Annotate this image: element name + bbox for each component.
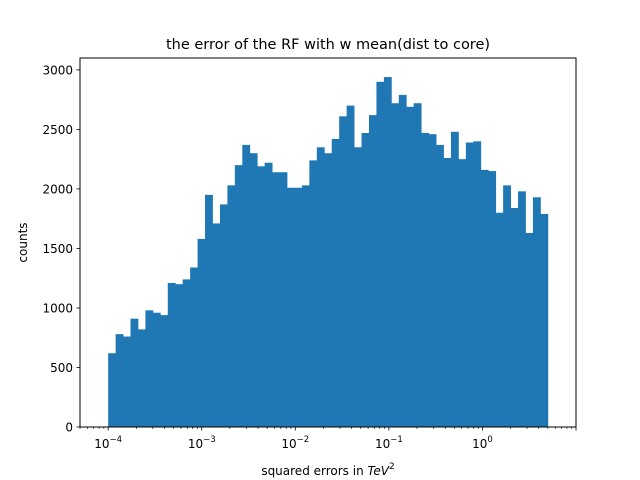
histogram-bar	[115, 334, 124, 427]
histogram-bar	[376, 81, 385, 427]
y-axis-label: counts	[16, 222, 30, 262]
histogram-bar	[152, 312, 161, 427]
histogram-bar	[130, 318, 139, 427]
histogram-bar	[167, 282, 176, 427]
histogram-bar	[339, 116, 348, 427]
plot-frame	[79, 57, 577, 428]
histogram-bar	[383, 77, 392, 428]
histogram-bar	[257, 166, 266, 427]
histogram-bar	[324, 153, 333, 428]
histogram-bar	[458, 159, 467, 427]
histogram-bar	[473, 141, 482, 427]
bars-group	[108, 77, 549, 428]
histogram-bar	[443, 157, 452, 428]
histogram-bar	[272, 172, 280, 427]
x-tick-label: 100	[472, 435, 493, 451]
x-axis-label-exponent: 2	[389, 462, 395, 472]
histogram-bar	[108, 353, 117, 427]
histogram-bar	[212, 223, 221, 427]
histogram-bar	[503, 185, 511, 427]
histogram-bar	[249, 153, 258, 428]
histogram-bar	[331, 138, 340, 427]
x-tick-label: 10−4	[94, 435, 122, 451]
histogram-bar	[294, 187, 303, 427]
histogram-bar	[398, 94, 407, 428]
histogram-bar	[234, 165, 243, 427]
histogram-bar	[287, 187, 295, 427]
histogram-bar	[540, 213, 549, 427]
y-axis-ticks: 0 500 1000 1500 2000 2500 3000	[42, 63, 80, 435]
x-tick-label: 10−1	[375, 435, 403, 451]
x-axis-label-prefix: squared errors in	[261, 464, 367, 478]
histogram-bar	[219, 204, 228, 427]
histogram-bar	[205, 194, 213, 427]
histogram-bar	[480, 169, 489, 427]
y-tick-label: 2000	[42, 182, 73, 196]
histogram-bar	[346, 105, 355, 428]
histogram-bar	[465, 142, 474, 427]
y-tick-label: 2500	[42, 123, 73, 137]
histogram-bar	[309, 160, 318, 427]
y-tick-label: 1000	[42, 301, 73, 315]
histogram-bar	[436, 144, 444, 427]
histogram-bar	[137, 329, 146, 427]
histogram-bar	[145, 310, 154, 427]
histogram-bar	[160, 315, 169, 427]
histogram-bar	[510, 207, 519, 427]
histogram-bar	[175, 284, 184, 427]
histogram-bar	[413, 103, 422, 427]
y-tick-label: 1500	[42, 242, 73, 256]
histogram-bar	[495, 212, 504, 427]
x-tick-label: 10−2	[281, 435, 309, 451]
histogram-bar	[242, 144, 251, 427]
histogram-bar	[361, 132, 370, 428]
histogram-bar	[406, 106, 415, 428]
histogram-bar	[354, 147, 362, 427]
x-axis-label-unit: TeV	[368, 464, 390, 478]
y-tick-label: 0	[65, 421, 73, 435]
histogram-bar	[428, 134, 437, 427]
histogram-bar	[368, 115, 377, 427]
histogram-bar	[123, 336, 131, 427]
chart-title: the error of the RF with w mean(dist to …	[166, 37, 490, 53]
histogram-bar	[264, 162, 273, 427]
histogram-bar	[488, 171, 497, 427]
histogram-bar	[391, 103, 400, 427]
histogram-bar	[279, 172, 288, 427]
histogram-bar	[525, 232, 534, 427]
histogram-bar	[450, 131, 459, 428]
histogram-bar	[421, 132, 429, 428]
histogram-bar	[197, 238, 206, 427]
histogram-bar	[190, 267, 198, 427]
histogram-bar	[316, 147, 325, 427]
histogram-bar	[518, 191, 526, 427]
histogram-bar	[532, 197, 541, 427]
histogram-bar	[301, 185, 310, 427]
histogram-bar	[227, 185, 236, 427]
y-tick-label: 500	[50, 361, 73, 375]
y-tick-label: 3000	[42, 63, 73, 77]
x-axis-label: squared errors in TeV2	[261, 462, 394, 478]
histogram-bar	[182, 279, 191, 427]
x-tick-label: 10−3	[188, 435, 216, 451]
x-axis-ticks: 10−4 10−3 10−2 10−1 100	[79, 427, 577, 451]
